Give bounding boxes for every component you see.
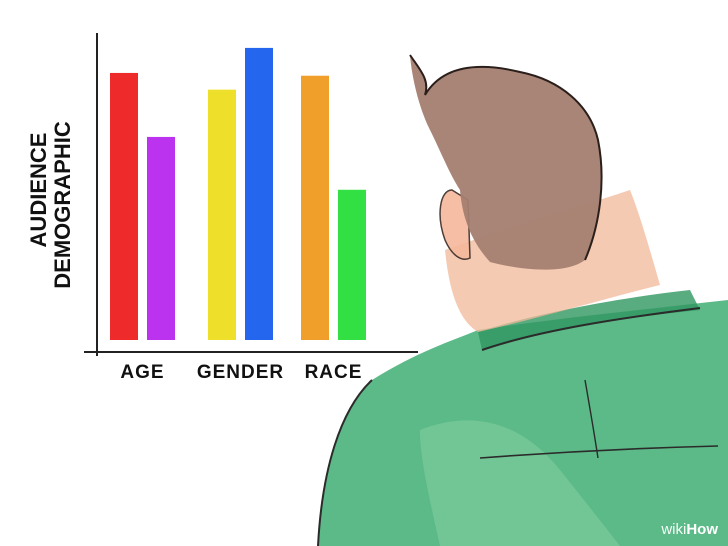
fold-outline bbox=[584, 379, 599, 459]
bars-layer bbox=[110, 47, 366, 341]
category-label-age: AGE bbox=[120, 362, 164, 383]
shoulder-outline bbox=[317, 379, 373, 546]
shirt-highlight bbox=[420, 420, 620, 546]
category-label-race: RACE bbox=[305, 362, 363, 383]
y-axis-title-line2: DEMOGRAPHIC bbox=[50, 121, 75, 289]
hair-outline bbox=[409, 54, 603, 261]
person-illustration bbox=[317, 54, 728, 546]
bar-race-1 bbox=[301, 75, 329, 341]
bar-gender-1 bbox=[208, 89, 236, 341]
category-labels-layer: AGE GENDER RACE bbox=[120, 362, 363, 383]
watermark-how: How bbox=[686, 521, 718, 538]
hair-shape bbox=[410, 55, 602, 270]
category-label-gender: GENDER bbox=[197, 362, 284, 383]
bar-age-1 bbox=[110, 72, 138, 340]
y-axis-title-line1: AUDIENCE bbox=[26, 133, 51, 248]
bar-gender-2 bbox=[245, 47, 273, 341]
watermark-wiki: wiki bbox=[661, 521, 687, 538]
back-outline bbox=[481, 307, 701, 351]
seam-outline bbox=[479, 445, 719, 459]
watermark: wikiHow bbox=[661, 521, 718, 538]
bar-race-2 bbox=[338, 189, 366, 340]
bar-age-2 bbox=[147, 136, 175, 340]
shirt-shape bbox=[318, 300, 728, 546]
